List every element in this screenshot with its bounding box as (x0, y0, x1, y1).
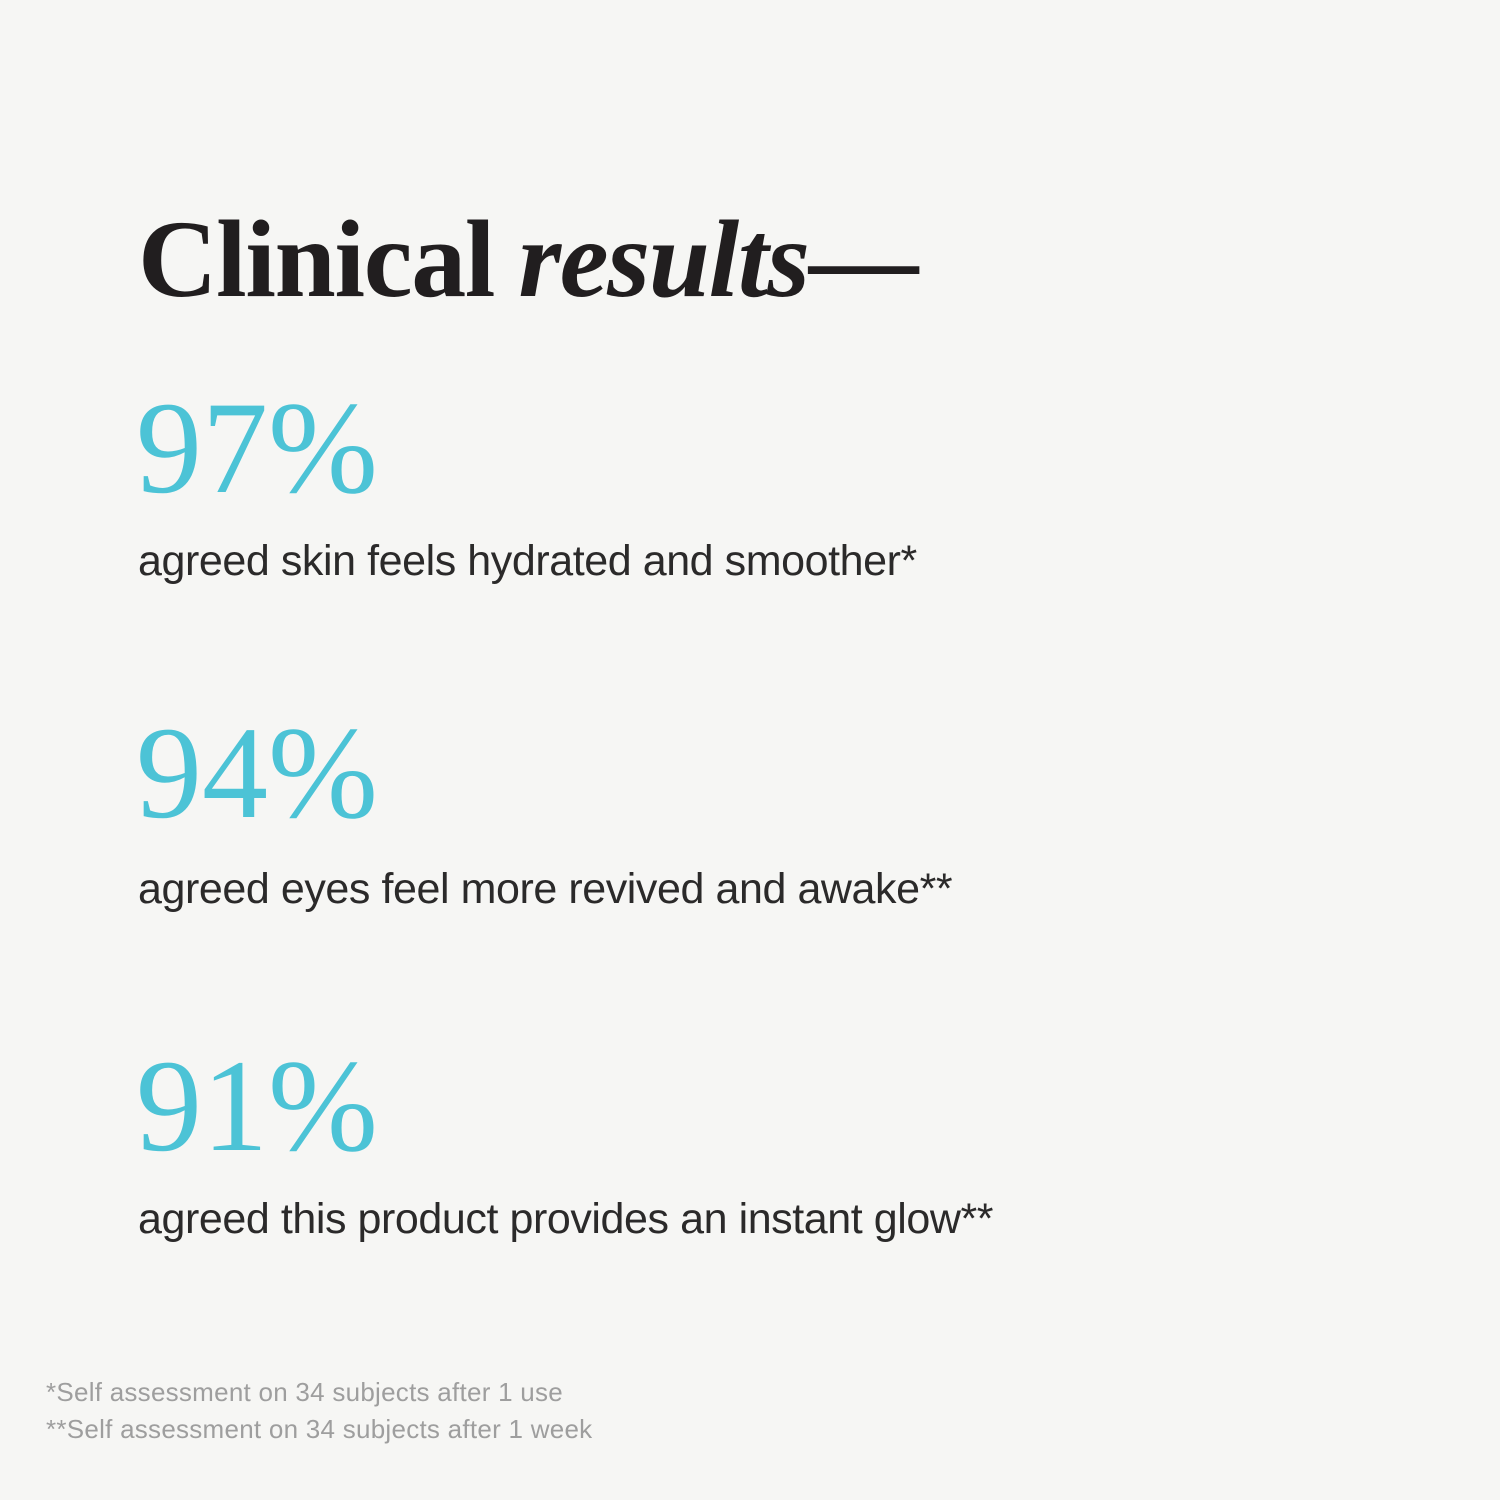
footnote-double-asterisk: **Self assessment on 34 subjects after 1… (46, 1414, 593, 1444)
title-em-dash: — (808, 197, 919, 320)
title-word-italic: results (518, 197, 810, 320)
stat-value-hydrated: 97% (136, 374, 378, 521)
stat-caption-hydrated: agreed skin feels hydrated and smoother* (138, 537, 917, 585)
stat-value-revived: 94% (136, 699, 378, 846)
footnote-single-asterisk: *Self assessment on 34 subjects after 1 … (46, 1377, 564, 1407)
stat-caption-revived: agreed eyes feel more revived and awake*… (138, 865, 953, 913)
title-word-regular: Clinical (138, 197, 495, 320)
page-title: Clinical results— (138, 204, 918, 314)
stat-value-glow: 91% (136, 1032, 378, 1179)
footnotes: *Self assessment on 34 subjects after 1 … (46, 1374, 592, 1448)
stat-caption-glow: agreed this product provides an instant … (138, 1195, 994, 1243)
